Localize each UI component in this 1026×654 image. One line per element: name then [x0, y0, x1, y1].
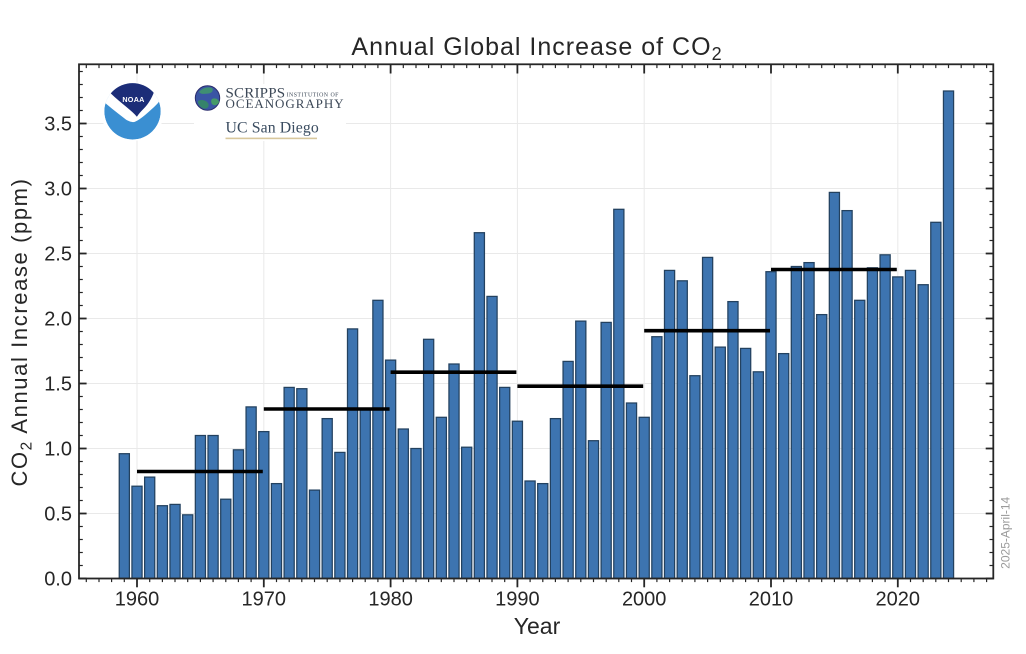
svg-text:INSTITUTION OF: INSTITUTION OF [287, 92, 340, 98]
svg-text:3.0: 3.0 [44, 179, 72, 201]
svg-text:2.5: 2.5 [44, 244, 72, 266]
svg-text:0.0: 0.0 [44, 569, 72, 591]
svg-text:2010: 2010 [749, 589, 794, 611]
svg-text:1970: 1970 [242, 589, 287, 611]
svg-text:1960: 1960 [115, 589, 160, 611]
svg-text:2025-April-14: 2025-April-14 [999, 496, 1013, 568]
svg-text:SCRIPPS: SCRIPPS [226, 86, 286, 102]
svg-text:Year: Year [514, 613, 561, 639]
svg-text:2020: 2020 [876, 589, 921, 611]
svg-text:NOAA: NOAA [122, 95, 144, 104]
svg-text:Annual Global Increase of CO2: Annual Global Increase of CO2 [351, 33, 722, 64]
svg-text:OCEANOGRAPHY: OCEANOGRAPHY [226, 96, 345, 111]
svg-text:1.0: 1.0 [44, 439, 72, 461]
svg-text:1.5: 1.5 [44, 374, 72, 396]
svg-text:2.0: 2.0 [44, 309, 72, 331]
svg-text:CO2 Annual Increase (ppm): CO2 Annual Increase (ppm) [7, 177, 35, 486]
svg-text:1980: 1980 [368, 589, 413, 611]
svg-text:2000: 2000 [622, 589, 667, 611]
svg-text:0.5: 0.5 [44, 504, 72, 526]
svg-text:UC San Diego: UC San Diego [226, 120, 319, 137]
svg-text:1990: 1990 [495, 589, 540, 611]
svg-text:3.5: 3.5 [44, 114, 72, 136]
